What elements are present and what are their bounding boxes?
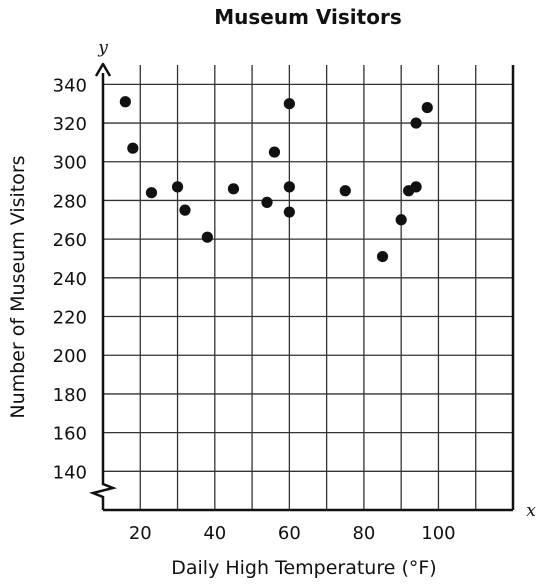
y-axis-title: Number of Museum Visitors (7, 155, 29, 418)
x-tick-label: 20 (129, 523, 152, 544)
y-tick-label: 180 (53, 385, 87, 406)
x-tick-label: 40 (203, 523, 226, 544)
y-tick-label: 340 (53, 75, 87, 96)
y-tick-label: 320 (53, 114, 87, 135)
data-point (410, 181, 422, 193)
data-point (227, 183, 240, 195)
data-point (421, 101, 433, 114)
data-point (201, 231, 213, 243)
chart-title: Museum Visitors (214, 5, 401, 29)
axes (88, 62, 515, 512)
data-point (145, 187, 158, 199)
x-tick-label: 100 (421, 523, 455, 544)
data-point (376, 250, 389, 263)
data-point (268, 146, 281, 158)
y-tick-label: 280 (53, 191, 87, 212)
data-point (119, 96, 131, 108)
x-tick-label: 60 (278, 523, 301, 544)
x-tick-labels: 20 40 60 80 100 (129, 523, 456, 544)
data-points (119, 96, 433, 263)
y-tick-label: 200 (53, 346, 87, 367)
y-tick-label: 260 (53, 230, 87, 251)
data-point (283, 206, 295, 218)
grid (103, 65, 514, 510)
data-point (410, 117, 422, 129)
y-tick-label: 220 (53, 308, 87, 329)
y-axis-variable: y (97, 38, 108, 58)
y-tick-label: 300 (53, 153, 87, 174)
y-axis-arrow-icon (94, 62, 112, 77)
y-tick-labels: 140 160 180 200 220 240 260 280 300 320 340 (53, 75, 87, 483)
x-axis-variable: x (526, 501, 536, 521)
data-point (179, 204, 191, 216)
y-axis-line-with-break (88, 73, 118, 510)
x-tick-label: 80 (352, 523, 375, 544)
y-tick-label: 140 (53, 462, 87, 483)
x-axis-title: Daily High Temperature (°F) (171, 557, 436, 579)
data-point (283, 181, 295, 193)
data-point (127, 142, 139, 154)
data-point (171, 181, 184, 193)
data-point (261, 196, 273, 208)
data-point (395, 214, 407, 226)
y-tick-label: 240 (53, 269, 87, 290)
data-point (339, 185, 351, 197)
y-tick-label: 160 (53, 424, 87, 445)
data-point (283, 98, 295, 110)
